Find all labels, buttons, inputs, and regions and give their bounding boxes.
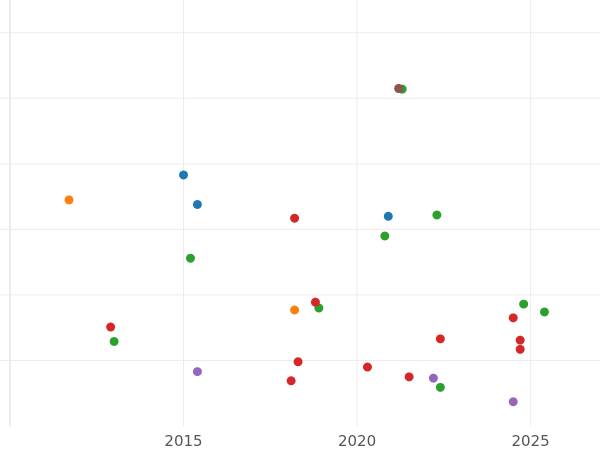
data-point <box>515 335 525 345</box>
data-point <box>380 231 390 241</box>
data-point <box>435 382 445 392</box>
data-point <box>293 357 303 367</box>
data-point <box>290 305 300 315</box>
data-point <box>290 213 300 223</box>
data-point <box>64 195 74 205</box>
data-point <box>310 297 320 307</box>
data-point <box>432 210 442 220</box>
data-points <box>64 83 549 407</box>
x-axis-ticks: 2015 2020 2025 <box>164 432 549 450</box>
data-point <box>508 397 518 407</box>
data-point <box>286 376 296 386</box>
data-point <box>106 322 116 332</box>
data-point <box>515 344 525 354</box>
data-point <box>383 211 393 221</box>
data-point <box>519 299 529 309</box>
data-point <box>185 253 195 263</box>
data-point <box>539 307 549 317</box>
data-point <box>192 367 202 377</box>
data-point <box>192 199 202 209</box>
data-point <box>428 373 438 383</box>
data-point <box>362 362 372 372</box>
data-point <box>179 170 189 180</box>
x-tick-label: 2015 <box>164 432 202 450</box>
data-point <box>508 313 518 323</box>
data-point <box>435 334 445 344</box>
data-point <box>109 336 119 346</box>
data-point <box>394 83 404 93</box>
data-point <box>404 372 414 382</box>
x-tick-label: 2020 <box>338 432 376 450</box>
x-tick-label: 2025 <box>511 432 549 450</box>
grid-lines <box>0 0 600 426</box>
